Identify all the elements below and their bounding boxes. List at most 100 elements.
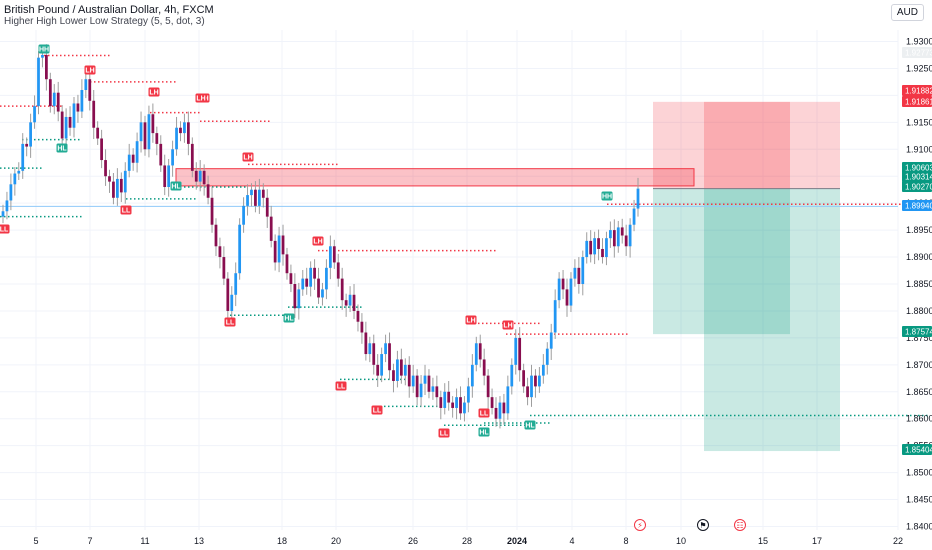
- candle-body: [538, 375, 541, 387]
- candle-body: [84, 79, 88, 90]
- flag-icon-glyph: ⚑: [699, 521, 706, 530]
- candle-body: [506, 386, 510, 414]
- swing-tag-ll: LL: [480, 411, 489, 418]
- candle-body: [612, 230, 616, 247]
- candle-body: [494, 407, 498, 419]
- price-label: 1.91861: [905, 98, 932, 107]
- candle-body: [167, 165, 171, 187]
- candle-body: [45, 54, 48, 80]
- swing-tag-bg: [195, 93, 207, 103]
- time-axis[interactable]: 5 7 11 13 18 20 26 28 2024 4 8 10 15 17 22: [33, 536, 903, 546]
- time-tick-label: 26: [408, 536, 418, 546]
- events[interactable]: ⚡ ⚑ ☷: [634, 519, 746, 531]
- currency-button[interactable]: AUD: [890, 4, 924, 21]
- candle-body: [37, 57, 40, 107]
- candle-body: [151, 114, 155, 134]
- candle-body: [159, 143, 163, 166]
- candle-body: [143, 122, 147, 150]
- swing-tag-bg: [148, 87, 160, 97]
- candle-body: [186, 122, 190, 144]
- candle-body: [183, 122, 186, 134]
- price-tick-label: 1.89500: [906, 225, 932, 235]
- candle-body: [289, 273, 293, 284]
- candle-body: [198, 170, 202, 182]
- time-tick-label: 28: [462, 536, 472, 546]
- candle-body: [455, 397, 458, 408]
- candle-body: [119, 178, 123, 193]
- stop-loss-zone-inner: [704, 101, 790, 189]
- swing-tag-lh: LH: [503, 323, 512, 330]
- swing-tag-bg: [601, 191, 613, 201]
- swing-tag-lh: LH: [85, 68, 94, 75]
- time-tick-label: 2024: [507, 536, 527, 546]
- resistance-zone: [175, 168, 695, 187]
- candle-body: [486, 375, 490, 398]
- price-label: 1.85404: [905, 446, 932, 455]
- candle-body: [115, 178, 119, 198]
- candle-body: [5, 200, 9, 212]
- candle-body: [407, 364, 411, 387]
- candle-body: [581, 257, 585, 284]
- candle-body: [285, 254, 289, 274]
- swing-tag-bg: [38, 44, 50, 54]
- candle-body: [210, 197, 214, 225]
- candle-body: [463, 402, 466, 414]
- swing-tag-hh: HH: [602, 194, 612, 201]
- candle-body: [108, 176, 111, 182]
- candle-body: [1, 211, 5, 217]
- price-label-bg: [902, 181, 932, 192]
- candle-body: [68, 116, 72, 128]
- swing-tag-bg: [438, 428, 450, 438]
- candle-body: [175, 127, 178, 150]
- swing-tag-bg: [478, 408, 490, 418]
- price-axis[interactable]: 1.930001.925001.920001.915001.910001.905…: [902, 37, 932, 532]
- price-label-bg: [902, 444, 932, 455]
- candle-body: [490, 397, 494, 408]
- price-tick-label: 1.84000: [906, 522, 932, 532]
- candle-body: [76, 103, 80, 112]
- candle-body: [190, 143, 194, 171]
- candle-body: [64, 116, 68, 139]
- candle-body: [218, 246, 222, 258]
- symbol-title[interactable]: British Pound / Australian Dollar, 4h, F…: [4, 4, 214, 16]
- candle-body: [553, 300, 557, 333]
- candle-body: [431, 386, 435, 392]
- swing-tag-hh: HH: [39, 47, 49, 54]
- candle-body: [41, 54, 44, 58]
- candle-body: [541, 364, 545, 376]
- price-tick-label: 1.93000: [906, 37, 932, 47]
- swing-tag-bg: [371, 405, 383, 415]
- price-tick-label: 1.85000: [906, 468, 932, 478]
- candle-body: [403, 364, 407, 376]
- candle-body: [179, 127, 182, 134]
- candle-body: [163, 165, 167, 187]
- candle-body: [392, 370, 395, 381]
- candle-body: [522, 370, 526, 387]
- candle-body: [60, 111, 64, 139]
- price-tick-label: 1.88500: [906, 279, 932, 289]
- price-label-bg: [902, 200, 932, 211]
- indicator-title[interactable]: Higher High Lower Low Strategy (5, 5, do…: [4, 16, 205, 27]
- candle-body: [585, 240, 589, 258]
- candle-body: [88, 79, 92, 101]
- candle-body: [344, 300, 348, 306]
- candle-body: [21, 143, 25, 171]
- candle-body: [636, 188, 640, 209]
- candle-body: [104, 160, 107, 177]
- price-label-bg: [902, 85, 932, 96]
- candle-body: [388, 343, 391, 371]
- swing-tag-hl: HL: [284, 316, 294, 323]
- candle-body: [297, 289, 301, 309]
- price-label-bg: [902, 162, 932, 173]
- swing-tag-bg: [0, 224, 10, 234]
- price-label-bg: [902, 171, 932, 182]
- candle-body: [502, 402, 506, 414]
- candle-body: [482, 359, 486, 376]
- swing-tag-lh: LH: [243, 155, 252, 162]
- candle-body: [96, 127, 100, 139]
- candle-body: [423, 375, 427, 384]
- candle-body: [624, 235, 628, 247]
- candle-body: [48, 79, 52, 107]
- calendar-icon: [734, 519, 746, 531]
